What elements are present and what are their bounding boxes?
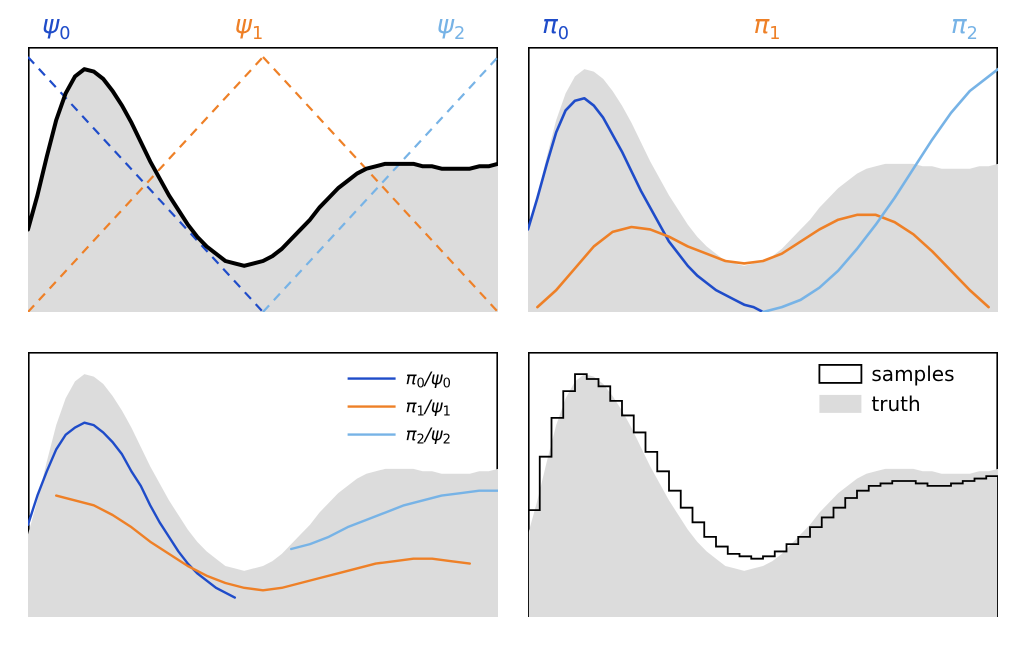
panelB-label-0: π0	[542, 10, 569, 44]
panelA-label-2: ψ2	[437, 10, 465, 44]
label-symbol: ψ	[437, 10, 454, 40]
label-symbol: π	[754, 10, 770, 40]
label-symbol: π	[951, 10, 967, 40]
panel-top-right	[528, 47, 998, 312]
label-subscript: 0	[558, 24, 569, 44]
panelB-label-1: π1	[754, 10, 781, 44]
figure: π0/ψ0π1/ψ1π2/ψ2 samplestruth ψ0 ψ1 ψ2 π0…	[0, 0, 1024, 665]
label-symbol: π	[542, 10, 558, 40]
panelA-label-1: ψ1	[235, 10, 263, 44]
label-subscript: 2	[454, 24, 465, 44]
panel-bottom-left: π0/ψ0 π1/ψ1 π2/ψ2	[28, 352, 498, 617]
svg-text:truth: truth	[871, 392, 920, 416]
svg-text:π1/ψ1: π1/ψ1	[406, 397, 451, 420]
label-subscript: 2	[967, 24, 978, 44]
label-subscript: 1	[769, 24, 780, 44]
svg-text:samples: samples	[871, 362, 954, 386]
label-symbol: ψ	[42, 10, 59, 40]
svg-text:π0/ψ0: π0/ψ0	[406, 369, 451, 392]
panelB-label-2: π2	[951, 10, 978, 44]
panel-bottom-right: samples truth	[528, 352, 998, 617]
label-subscript: 0	[59, 24, 70, 44]
svg-text:π2/ψ2: π2/ψ2	[406, 425, 451, 448]
panel-top-left	[28, 47, 498, 312]
panelA-label-0: ψ0	[42, 10, 70, 44]
label-symbol: ψ	[235, 10, 252, 40]
label-subscript: 1	[252, 24, 263, 44]
